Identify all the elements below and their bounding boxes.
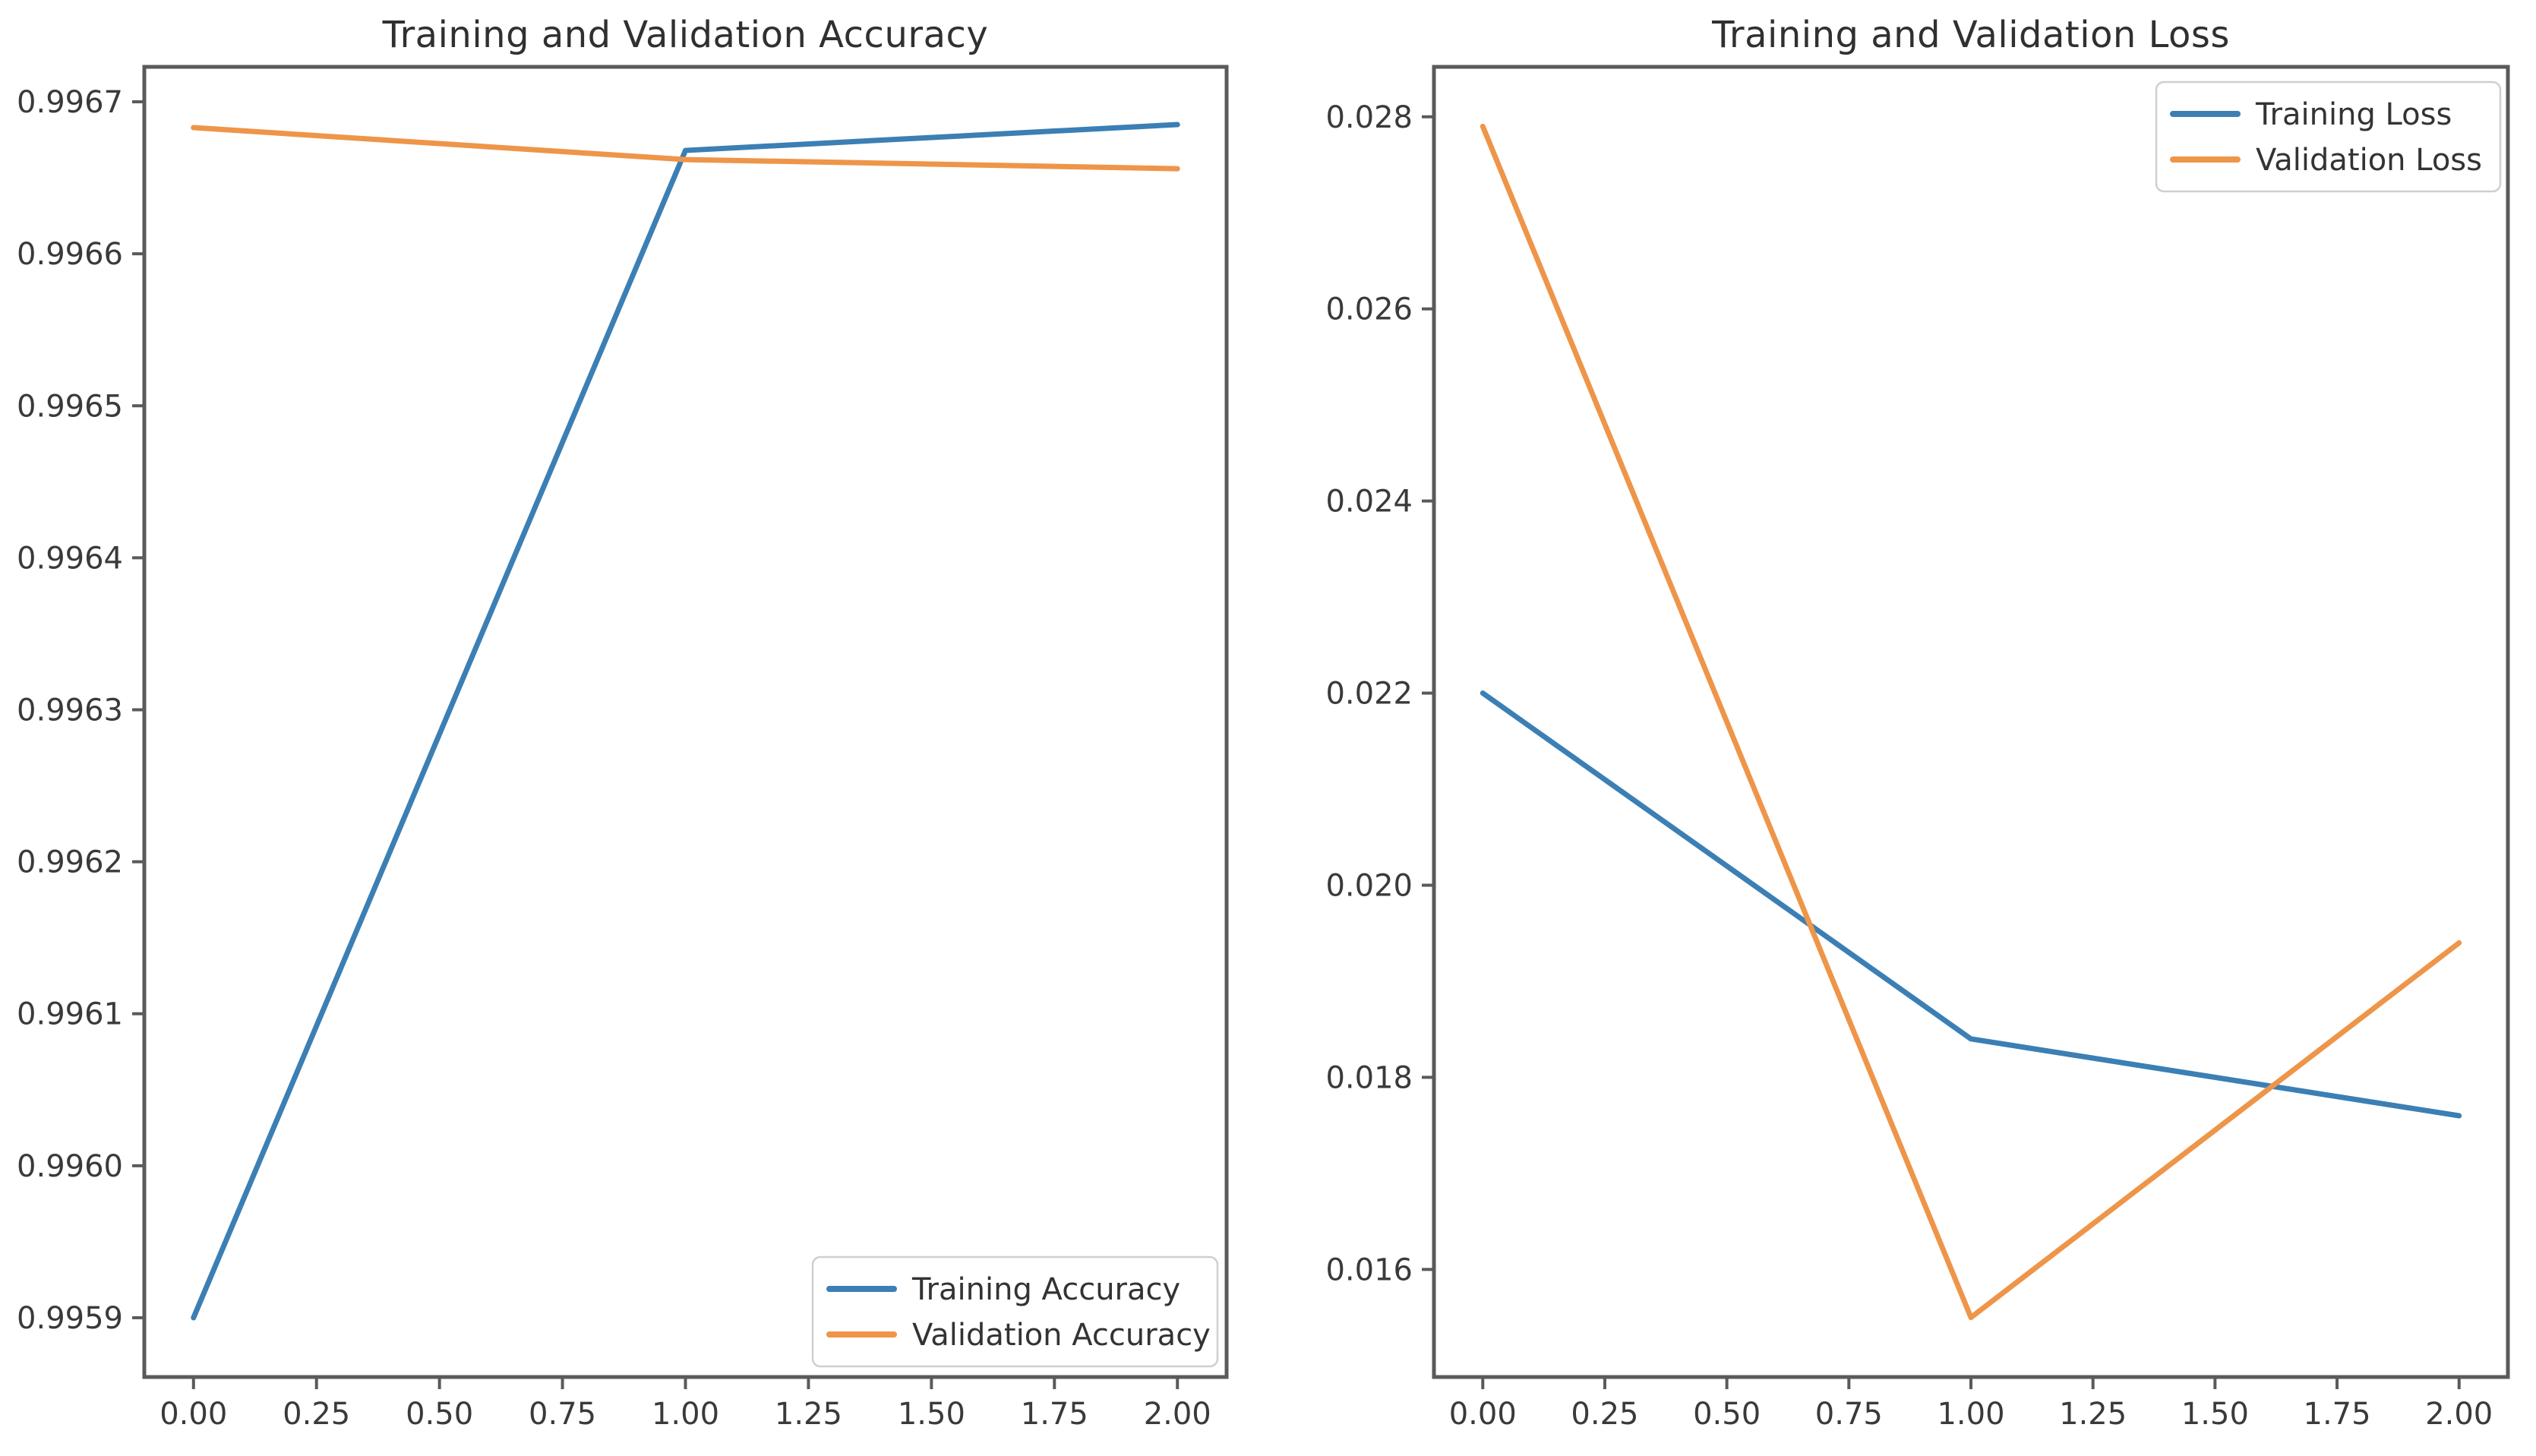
x-tick-label: 0.75 (529, 1397, 596, 1432)
x-tick-label: 1.25 (775, 1397, 842, 1432)
y-tick-label: 0.026 (1325, 292, 1413, 327)
x-tick-label: 0.75 (1815, 1397, 1883, 1432)
y-tick-label: 0.018 (1325, 1060, 1413, 1095)
y-tick-label: 0.016 (1325, 1252, 1413, 1287)
legend: Training Loss Validation Loss (2155, 81, 2502, 193)
y-tick-label: 0.028 (1325, 100, 1413, 135)
legend-label: Validation Loss (2256, 143, 2482, 178)
legend: Training Accuracy Validation Accuracy (811, 1255, 1219, 1368)
x-tick-label: 1.00 (1937, 1397, 2004, 1432)
legend-label: Validation Accuracy (912, 1318, 1211, 1353)
accuracy-chart-title: Training and Validation Accuracy (382, 14, 989, 56)
x-tick-label: 2.00 (1144, 1397, 1211, 1432)
y-tick-label: 0.020 (1325, 868, 1413, 903)
y-tick-label: 0.9965 (17, 389, 123, 424)
x-tick-label: 0.25 (1571, 1397, 1638, 1432)
x-tick-label: 1.50 (898, 1397, 965, 1432)
y-tick-label: 0.9967 (17, 85, 123, 120)
legend-box (811, 1255, 1219, 1368)
y-tick-label: 0.022 (1325, 677, 1413, 712)
loss-chart-title: Training and Validation Loss (1712, 14, 2230, 56)
y-tick-label: 0.9963 (17, 693, 123, 728)
x-tick-label: 1.50 (2181, 1397, 2249, 1432)
accuracy-chart: 0.00 0.25 0.50 0.75 1.00 1.25 1.50 1.75 2.00 0.99… (17, 65, 1229, 1432)
loss-chart: 0.00 0.25 0.50 0.75 1.00 1.25 1.50 1.75 2.00 0.01… (1325, 65, 2510, 1432)
series-line-validation-accuracy (191, 125, 1180, 172)
y-tick-label: 0.9964 (17, 541, 123, 576)
y-tick-label: 0.9961 (17, 997, 123, 1032)
series-line-validation-loss (1480, 123, 2462, 1321)
x-tick-label: 2.00 (2425, 1397, 2493, 1432)
x-tick-label: 1.75 (1021, 1397, 1088, 1432)
x-tick-label: 0.50 (1693, 1397, 1761, 1432)
x-tick-label: 0.00 (1449, 1397, 1517, 1432)
y-tick-label: 0.9962 (17, 845, 123, 880)
y-tick-label: 0.9960 (17, 1149, 123, 1184)
series-line-training-accuracy (191, 122, 1180, 1321)
series-line-training-loss (1480, 690, 2462, 1119)
legend-label: Training Loss (2255, 97, 2452, 132)
plot-area (1432, 65, 2510, 1379)
x-tick-label: 1.25 (2059, 1397, 2127, 1432)
legend-box (2155, 81, 2502, 193)
x-tick-label: 1.00 (652, 1397, 719, 1432)
y-tick-label: 0.9959 (17, 1301, 123, 1336)
legend-label: Training Accuracy (911, 1272, 1180, 1307)
plot-area (142, 65, 1229, 1379)
x-tick-label: 0.25 (283, 1397, 350, 1432)
x-tick-label: 0.50 (406, 1397, 473, 1432)
y-tick-label: 0.024 (1325, 485, 1413, 520)
x-tick-label: 0.00 (159, 1397, 227, 1432)
y-tick-label: 0.9966 (17, 237, 123, 272)
x-tick-label: 1.75 (2304, 1397, 2371, 1432)
